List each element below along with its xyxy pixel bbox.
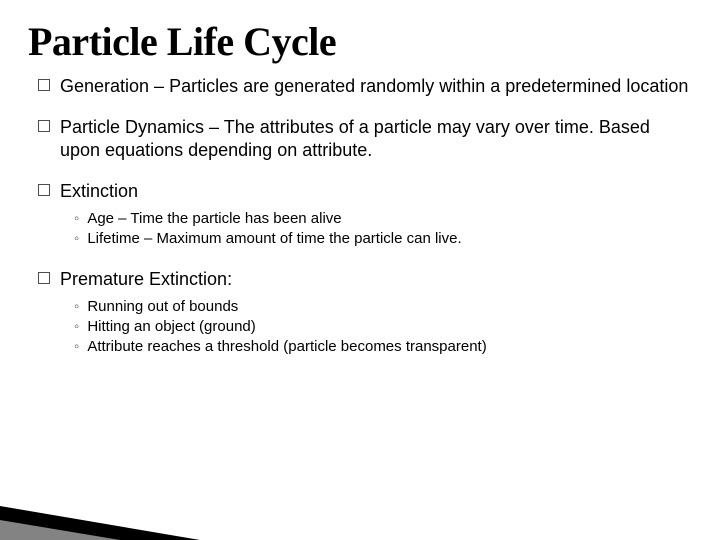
list-item-text: Particle Dynamics – The attributes of a …	[60, 116, 692, 162]
list-item: Generation – Particles are generated ran…	[38, 75, 692, 98]
sub-list-item-text: Attribute reaches a threshold (particle …	[87, 337, 692, 357]
square-bullet-icon	[38, 184, 50, 196]
list-item: Extinction	[38, 180, 692, 203]
list-item: Particle Dynamics – The attributes of a …	[38, 116, 692, 162]
square-bullet-icon	[38, 120, 50, 132]
sub-list-item: ◦ Attribute reaches a threshold (particl…	[74, 337, 692, 357]
sub-list-item: ◦ Running out of bounds	[74, 297, 692, 317]
list-item-text: Premature Extinction:	[60, 268, 692, 291]
list-item-text: Extinction	[60, 180, 692, 203]
list-item-text: Generation – Particles are generated ran…	[60, 75, 692, 98]
sub-list-item-text: Running out of bounds	[87, 297, 692, 317]
sub-list-item-text: Lifetime – Maximum amount of time the pa…	[87, 229, 692, 249]
sub-list-item-text: Hitting an object (ground)	[87, 317, 692, 337]
sub-list-item: ◦ Age – Time the particle has been alive	[74, 209, 692, 229]
circle-bullet-icon: ◦	[74, 317, 79, 337]
sub-list: ◦ Age – Time the particle has been alive…	[74, 209, 692, 250]
corner-wedge-light-icon	[0, 520, 120, 540]
circle-bullet-icon: ◦	[74, 337, 79, 357]
slide-title: Particle Life Cycle	[28, 18, 692, 65]
sub-list-item: ◦ Hitting an object (ground)	[74, 317, 692, 337]
sub-list-item: ◦ Lifetime – Maximum amount of time the …	[74, 229, 692, 249]
list-item: Premature Extinction:	[38, 268, 692, 291]
square-bullet-icon	[38, 79, 50, 91]
bullet-list: Generation – Particles are generated ran…	[38, 75, 692, 357]
circle-bullet-icon: ◦	[74, 297, 79, 317]
square-bullet-icon	[38, 272, 50, 284]
slide: Particle Life Cycle Generation – Particl…	[0, 0, 720, 540]
circle-bullet-icon: ◦	[74, 229, 79, 249]
sub-list: ◦ Running out of bounds ◦ Hitting an obj…	[74, 297, 692, 358]
circle-bullet-icon: ◦	[74, 209, 79, 229]
sub-list-item-text: Age – Time the particle has been alive	[87, 209, 692, 229]
